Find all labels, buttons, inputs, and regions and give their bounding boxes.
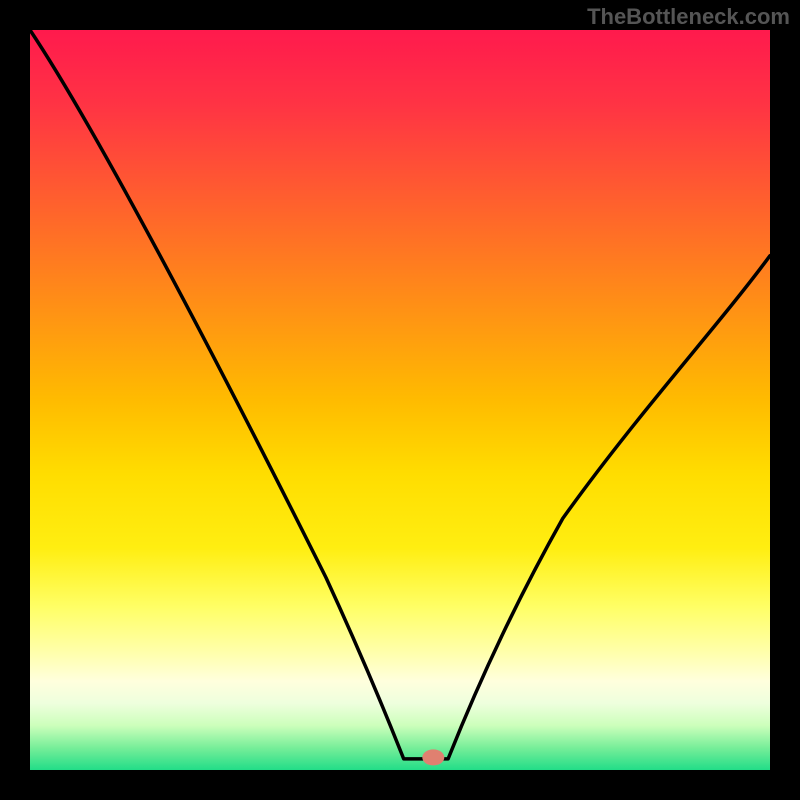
bottleneck-chart xyxy=(0,0,800,800)
watermark-text: TheBottleneck.com xyxy=(587,4,790,30)
plot-area xyxy=(30,30,770,770)
notch-marker xyxy=(422,749,444,765)
chart-container: TheBottleneck.com xyxy=(0,0,800,800)
